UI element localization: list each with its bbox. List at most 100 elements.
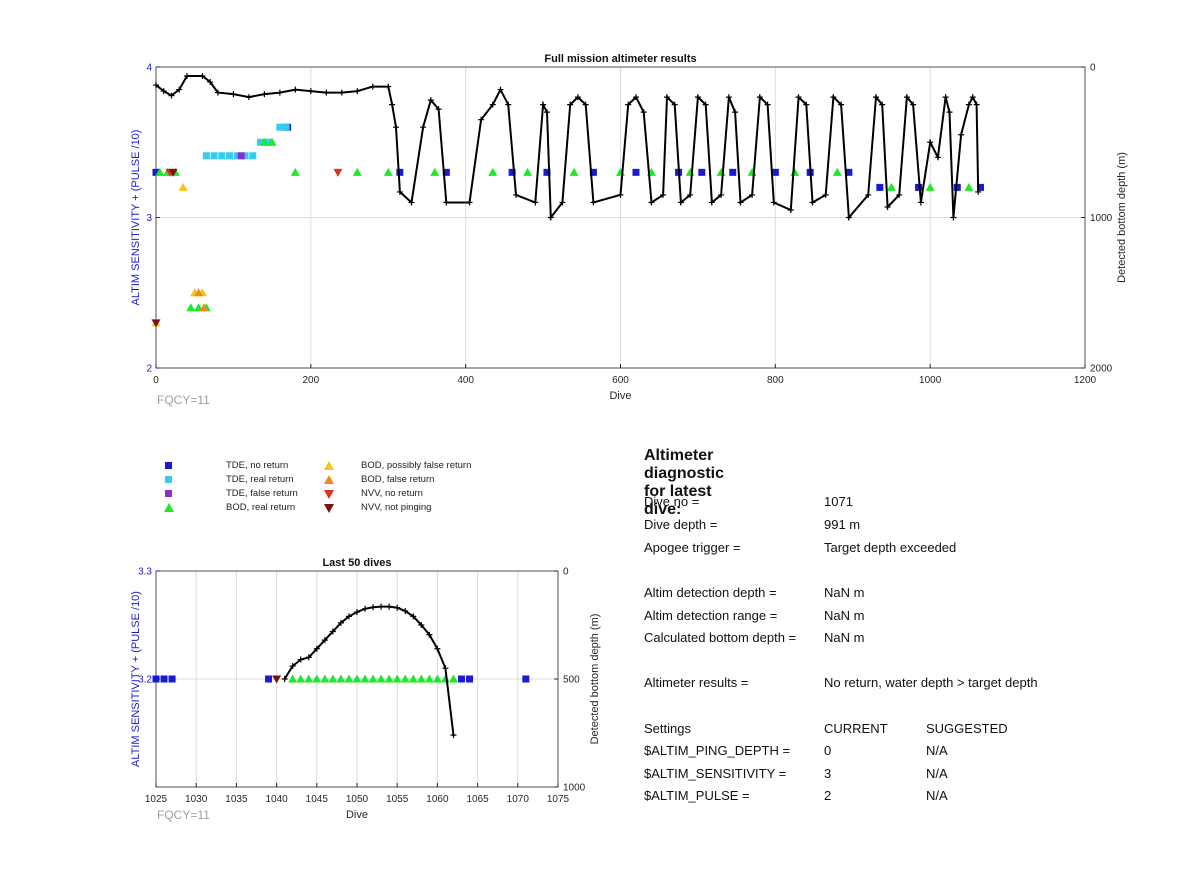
depth-point <box>292 86 299 93</box>
depth-point <box>153 82 159 89</box>
y2-tick-label: 500 <box>563 675 580 686</box>
legend-swatch <box>165 490 172 497</box>
depth-point <box>305 654 312 661</box>
depth-point <box>505 101 512 108</box>
depth-point <box>396 188 403 195</box>
marker-square <box>589 168 597 176</box>
y-axis-label: ALTIM SENSITIVITY + (PULSE /10) <box>130 591 142 767</box>
depth-point <box>582 101 589 108</box>
marker-triangle-up <box>267 137 277 146</box>
ping-depth-current: 0 <box>824 743 832 758</box>
depth-point <box>845 214 852 221</box>
depth-point <box>702 101 709 108</box>
depth-line <box>283 605 455 736</box>
marker-triangle-up <box>424 674 434 683</box>
pulse-suggested: N/A <box>926 788 948 803</box>
legend-label: BOD, possibly false return <box>361 460 472 471</box>
marker-triangle-up <box>178 182 188 191</box>
x-axis-label: Dive <box>609 390 631 402</box>
marker-triangle-up <box>194 288 204 297</box>
y2-axis-label: Detected bottom depth (m) <box>1116 152 1128 283</box>
x-tick-label: 1075 <box>547 794 570 805</box>
marker-triangle-up <box>312 674 322 683</box>
y-tick-label: 3.2 <box>138 675 152 686</box>
y2-tick-label: 2000 <box>1090 364 1113 375</box>
marker-triangle-up <box>328 674 338 683</box>
depth-point <box>389 101 396 108</box>
depth-point <box>725 94 732 101</box>
depth-point <box>321 637 328 644</box>
marker-triangle-up <box>790 167 800 176</box>
depth-point <box>168 92 175 99</box>
depth-point <box>809 199 816 206</box>
depth-point <box>590 199 597 206</box>
depth-point <box>466 199 473 206</box>
depth-point <box>369 83 376 90</box>
marker-triangle-up <box>155 167 165 176</box>
detect-range-value: NaN m <box>824 608 865 623</box>
marker-square <box>976 183 984 191</box>
depth-point <box>625 101 632 108</box>
depth-point <box>547 214 554 221</box>
legend-label: BOD, real return <box>226 502 296 513</box>
depth-point <box>640 109 647 116</box>
marker-triangle-up <box>259 137 269 146</box>
depth-point <box>903 94 910 101</box>
legend-swatch <box>165 476 172 483</box>
ping-depth-label: $ALTIM_PING_DEPTH = <box>644 743 791 758</box>
marker-square <box>241 152 249 160</box>
marker-triangle-up <box>432 674 442 683</box>
x-tick-label: 1065 <box>466 794 489 805</box>
sensitivity-suggested: N/A <box>926 766 948 781</box>
depth-point <box>418 622 425 628</box>
dive-depth-value: 991 m <box>824 517 861 532</box>
depth-point <box>694 94 701 101</box>
y-tick-label: 3.3 <box>138 567 152 578</box>
x-tick-label: 1200 <box>1074 375 1097 386</box>
depth-point <box>927 139 934 146</box>
depth-point <box>574 94 581 101</box>
marker-triangle-up <box>368 674 378 683</box>
depth-point <box>160 88 167 95</box>
depth-point <box>770 199 777 206</box>
dive-no-label: Dive no = <box>644 494 700 509</box>
depth-point <box>338 89 345 96</box>
y-axis-label: ALTIM SENSITIVITY + (PULSE /10) <box>130 130 142 306</box>
marker-triangle-up <box>964 182 974 191</box>
marker-triangle-up <box>569 167 579 176</box>
depth-point <box>965 101 972 108</box>
marker-square <box>915 183 923 191</box>
depth-point <box>434 645 441 652</box>
depth-point <box>660 191 667 198</box>
depth-point <box>946 109 953 116</box>
marker-square <box>276 123 284 131</box>
marker-square <box>458 675 466 683</box>
depth-point <box>337 619 344 626</box>
marker-square <box>218 152 226 160</box>
x-tick-label: 1035 <box>225 794 248 805</box>
depth-point <box>787 206 794 213</box>
marker-square <box>264 138 272 146</box>
marker-square <box>466 675 474 683</box>
apogee-value: Target depth exceeded <box>824 540 957 555</box>
depth-point <box>354 609 360 616</box>
marker-triangle-up <box>296 674 306 683</box>
depth-point <box>830 94 837 101</box>
marker-triangle-down <box>151 319 161 328</box>
dive-depth-label: Dive depth = <box>644 517 718 532</box>
depth-point <box>385 83 392 90</box>
depth-point <box>879 101 886 108</box>
fqcy-label: FQCY=11 <box>157 808 210 822</box>
marker-triangle-up <box>886 182 896 191</box>
x-tick-label: 800 <box>767 375 784 386</box>
depth-point <box>677 199 684 206</box>
x-tick-label: 400 <box>457 375 474 386</box>
depth-point <box>362 605 369 612</box>
depth-point <box>450 732 457 739</box>
legend-label: NVV, not pinging <box>361 502 432 513</box>
marker-triangle-up <box>685 167 695 176</box>
depth-point <box>732 109 739 116</box>
detect-depth-value: NaN m <box>824 585 865 600</box>
depth-point <box>764 101 771 108</box>
legend-label: TDE, real return <box>226 474 294 485</box>
